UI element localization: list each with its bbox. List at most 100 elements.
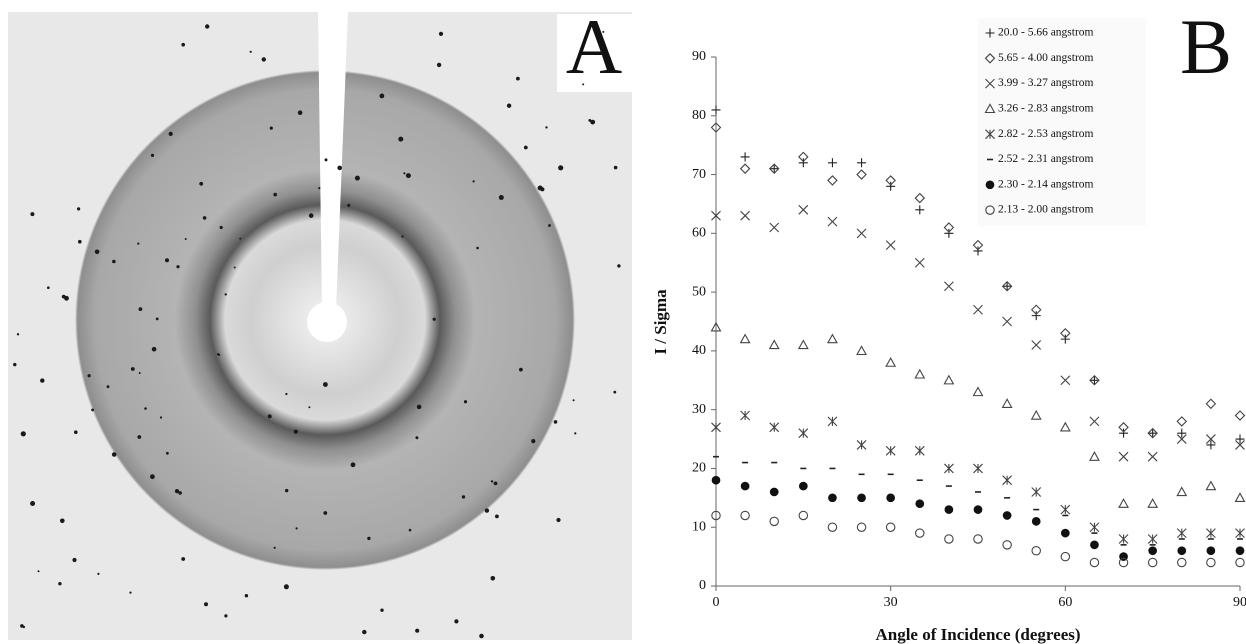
data-point (886, 493, 896, 503)
data-point (1147, 557, 1158, 568)
diffraction-spot (472, 180, 475, 183)
diffraction-spot (224, 293, 227, 296)
data-point (944, 505, 954, 514)
data-point (973, 534, 983, 544)
data-point (1177, 546, 1187, 556)
data-point (1235, 434, 1245, 444)
data-point (944, 534, 954, 544)
data-point (1031, 545, 1041, 556)
diffraction-spot (380, 608, 384, 612)
data-point (1089, 451, 1100, 461)
diffraction-spot (617, 264, 621, 268)
diffraction-spot (30, 212, 35, 217)
diffraction-spot (233, 266, 236, 269)
diffraction-spot (205, 24, 210, 29)
diffraction-spot (269, 126, 273, 130)
diffraction-spot (219, 225, 223, 230)
data-point (828, 493, 837, 503)
data-point (1059, 421, 1071, 432)
data-point (769, 516, 779, 527)
diffraction-spot (58, 582, 62, 586)
data-point (768, 339, 780, 350)
data-point (915, 205, 925, 215)
data-point (1234, 492, 1246, 502)
diffraction-spot (13, 362, 17, 367)
diffraction-spot (516, 76, 520, 81)
diffraction-spot (78, 239, 82, 244)
diffraction-spot (273, 546, 276, 549)
data-point (1235, 440, 1245, 450)
data-point (1060, 375, 1071, 386)
data-point (885, 522, 896, 532)
diffraction-spot (558, 165, 564, 171)
legend-label: 5.65 - 4.00 angstrom (998, 52, 1094, 64)
diffraction-spot (267, 414, 272, 419)
diffraction-spot (111, 452, 117, 457)
diffraction-spot (553, 420, 558, 424)
data-point (1176, 434, 1187, 444)
panel-label-box (1165, 14, 1245, 92)
panel-label: A (566, 3, 622, 90)
diffraction-spot (479, 633, 484, 639)
data-point (827, 522, 838, 532)
data-point (856, 169, 867, 180)
diffraction-spot (556, 517, 561, 523)
data-point (769, 422, 780, 433)
diffraction-spot (224, 614, 228, 618)
data-point (1089, 416, 1100, 427)
data-point (973, 463, 983, 474)
data-point (1206, 440, 1216, 450)
diffraction-spot (94, 249, 100, 255)
data-point (1205, 398, 1217, 410)
y-tick-label: 90 (692, 49, 706, 64)
data-point (973, 246, 983, 256)
data-point (1090, 540, 1099, 550)
data-point (1030, 304, 1042, 316)
data-point (1118, 557, 1129, 568)
diffraction-spot (416, 404, 422, 410)
data-point (797, 339, 809, 350)
data-point (972, 386, 984, 397)
x-tick-label: 90 (1233, 595, 1246, 610)
diffraction-spot (77, 207, 81, 211)
data-point (1176, 416, 1188, 427)
diffraction-spot (537, 185, 543, 191)
diffraction-spot (239, 237, 242, 240)
data-point (885, 357, 897, 367)
panel-label: B (1180, 3, 1232, 90)
data-point (1089, 374, 1100, 386)
y-tick-label: 60 (692, 226, 706, 241)
diffraction-spot (181, 557, 186, 561)
data-point (944, 228, 954, 238)
diffraction-spot (415, 628, 420, 633)
data-point (710, 122, 722, 133)
data-point (798, 158, 808, 168)
diffraction-spot (350, 462, 356, 468)
diffraction-spot (151, 346, 157, 352)
diffraction-spot (613, 165, 618, 170)
data-point (1089, 522, 1100, 533)
data-point (827, 216, 838, 227)
data-point (914, 257, 925, 268)
data-point (1148, 546, 1158, 556)
diffraction-spot (548, 224, 551, 227)
data-point (1147, 427, 1158, 439)
diffraction-spot (461, 495, 466, 499)
diffraction-spot (174, 489, 180, 494)
diffraction-spot (285, 392, 288, 396)
data-point (769, 164, 779, 174)
data-point (1002, 316, 1012, 327)
data-point (1177, 428, 1187, 438)
data-point (856, 228, 867, 239)
diffraction-spot (20, 431, 26, 437)
data-point (710, 321, 722, 332)
data-point (740, 210, 750, 221)
data-point (886, 181, 896, 191)
data-point (1234, 410, 1246, 421)
diffraction-spot (308, 213, 314, 218)
legend-marker (985, 78, 995, 89)
diffraction-spot (61, 294, 66, 299)
diffraction-spot (138, 307, 143, 311)
data-point (739, 333, 751, 344)
